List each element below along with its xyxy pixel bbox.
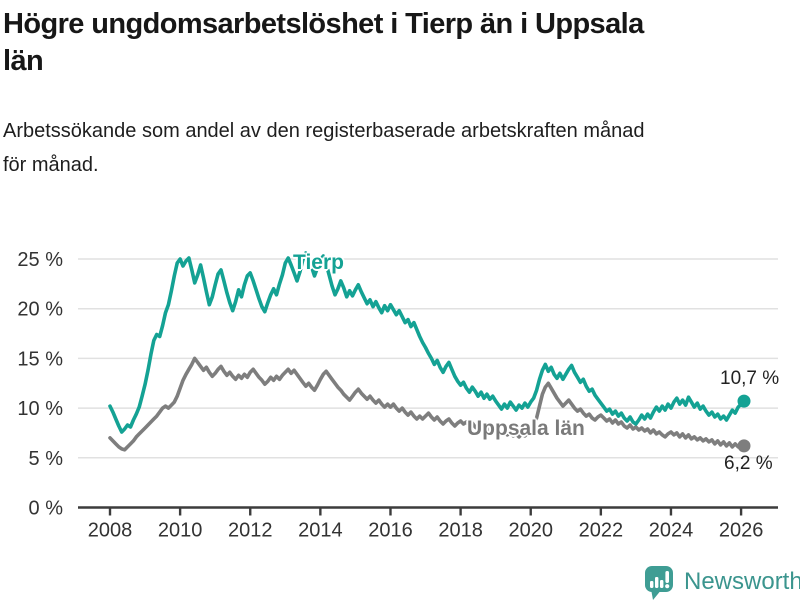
x-tick-label: 2018 xyxy=(438,520,483,542)
x-tick-label: 2014 xyxy=(298,520,343,542)
x-tick-label: 2026 xyxy=(719,520,764,542)
x-tick-label: 2024 xyxy=(649,520,694,542)
end-value-label-uppsala: 6,2 % xyxy=(724,453,773,474)
x-tick-label: 2012 xyxy=(228,520,273,542)
x-axis xyxy=(78,506,778,516)
brand-name: Newsworthy xyxy=(684,568,800,595)
gridlines xyxy=(78,258,778,459)
line-Uppsala län xyxy=(108,356,746,452)
series-end-dots xyxy=(737,394,751,453)
y-tick-label: 5 % xyxy=(29,448,64,470)
x-tick-label: 2020 xyxy=(508,520,553,542)
page-subtitle: Arbetssökande som andel av den registerb… xyxy=(3,120,645,176)
brand-footer: Newsworthy xyxy=(642,563,800,601)
x-tick-label: 2022 xyxy=(579,520,624,542)
y-tick-label: 0 % xyxy=(29,498,64,520)
x-tick-label: 2008 xyxy=(88,520,133,542)
series-label-uppsala: Uppsala län xyxy=(467,417,585,440)
bar-chart-speech-bubble-icon xyxy=(645,566,673,600)
end-value-label-tierp: 10,7 % xyxy=(720,368,780,389)
y-axis-tick-labels: 0 % 5 % 10 % 15 % 20 % 25 % xyxy=(17,249,63,520)
y-tick-label: 15 % xyxy=(17,348,63,370)
series-label-tierp: Tierp xyxy=(293,251,344,274)
y-tick-label: 10 % xyxy=(17,398,63,420)
line-Tierp xyxy=(108,251,746,434)
series-lines xyxy=(108,251,746,452)
end-dot-Tierp xyxy=(737,394,751,408)
y-tick-label: 25 % xyxy=(17,249,63,271)
x-tick-label: 2010 xyxy=(158,520,203,542)
end-dot-Uppsala län xyxy=(737,439,751,453)
page-title: Högre ungdomsarbetslöshet i Tierp än i U… xyxy=(3,8,644,77)
y-tick-label: 20 % xyxy=(17,299,63,321)
x-axis-tick-labels: 2008 2010 2012 2014 2016 2018 2020 2022 2024 2026 xyxy=(88,520,764,542)
x-tick-label: 2016 xyxy=(368,520,413,542)
